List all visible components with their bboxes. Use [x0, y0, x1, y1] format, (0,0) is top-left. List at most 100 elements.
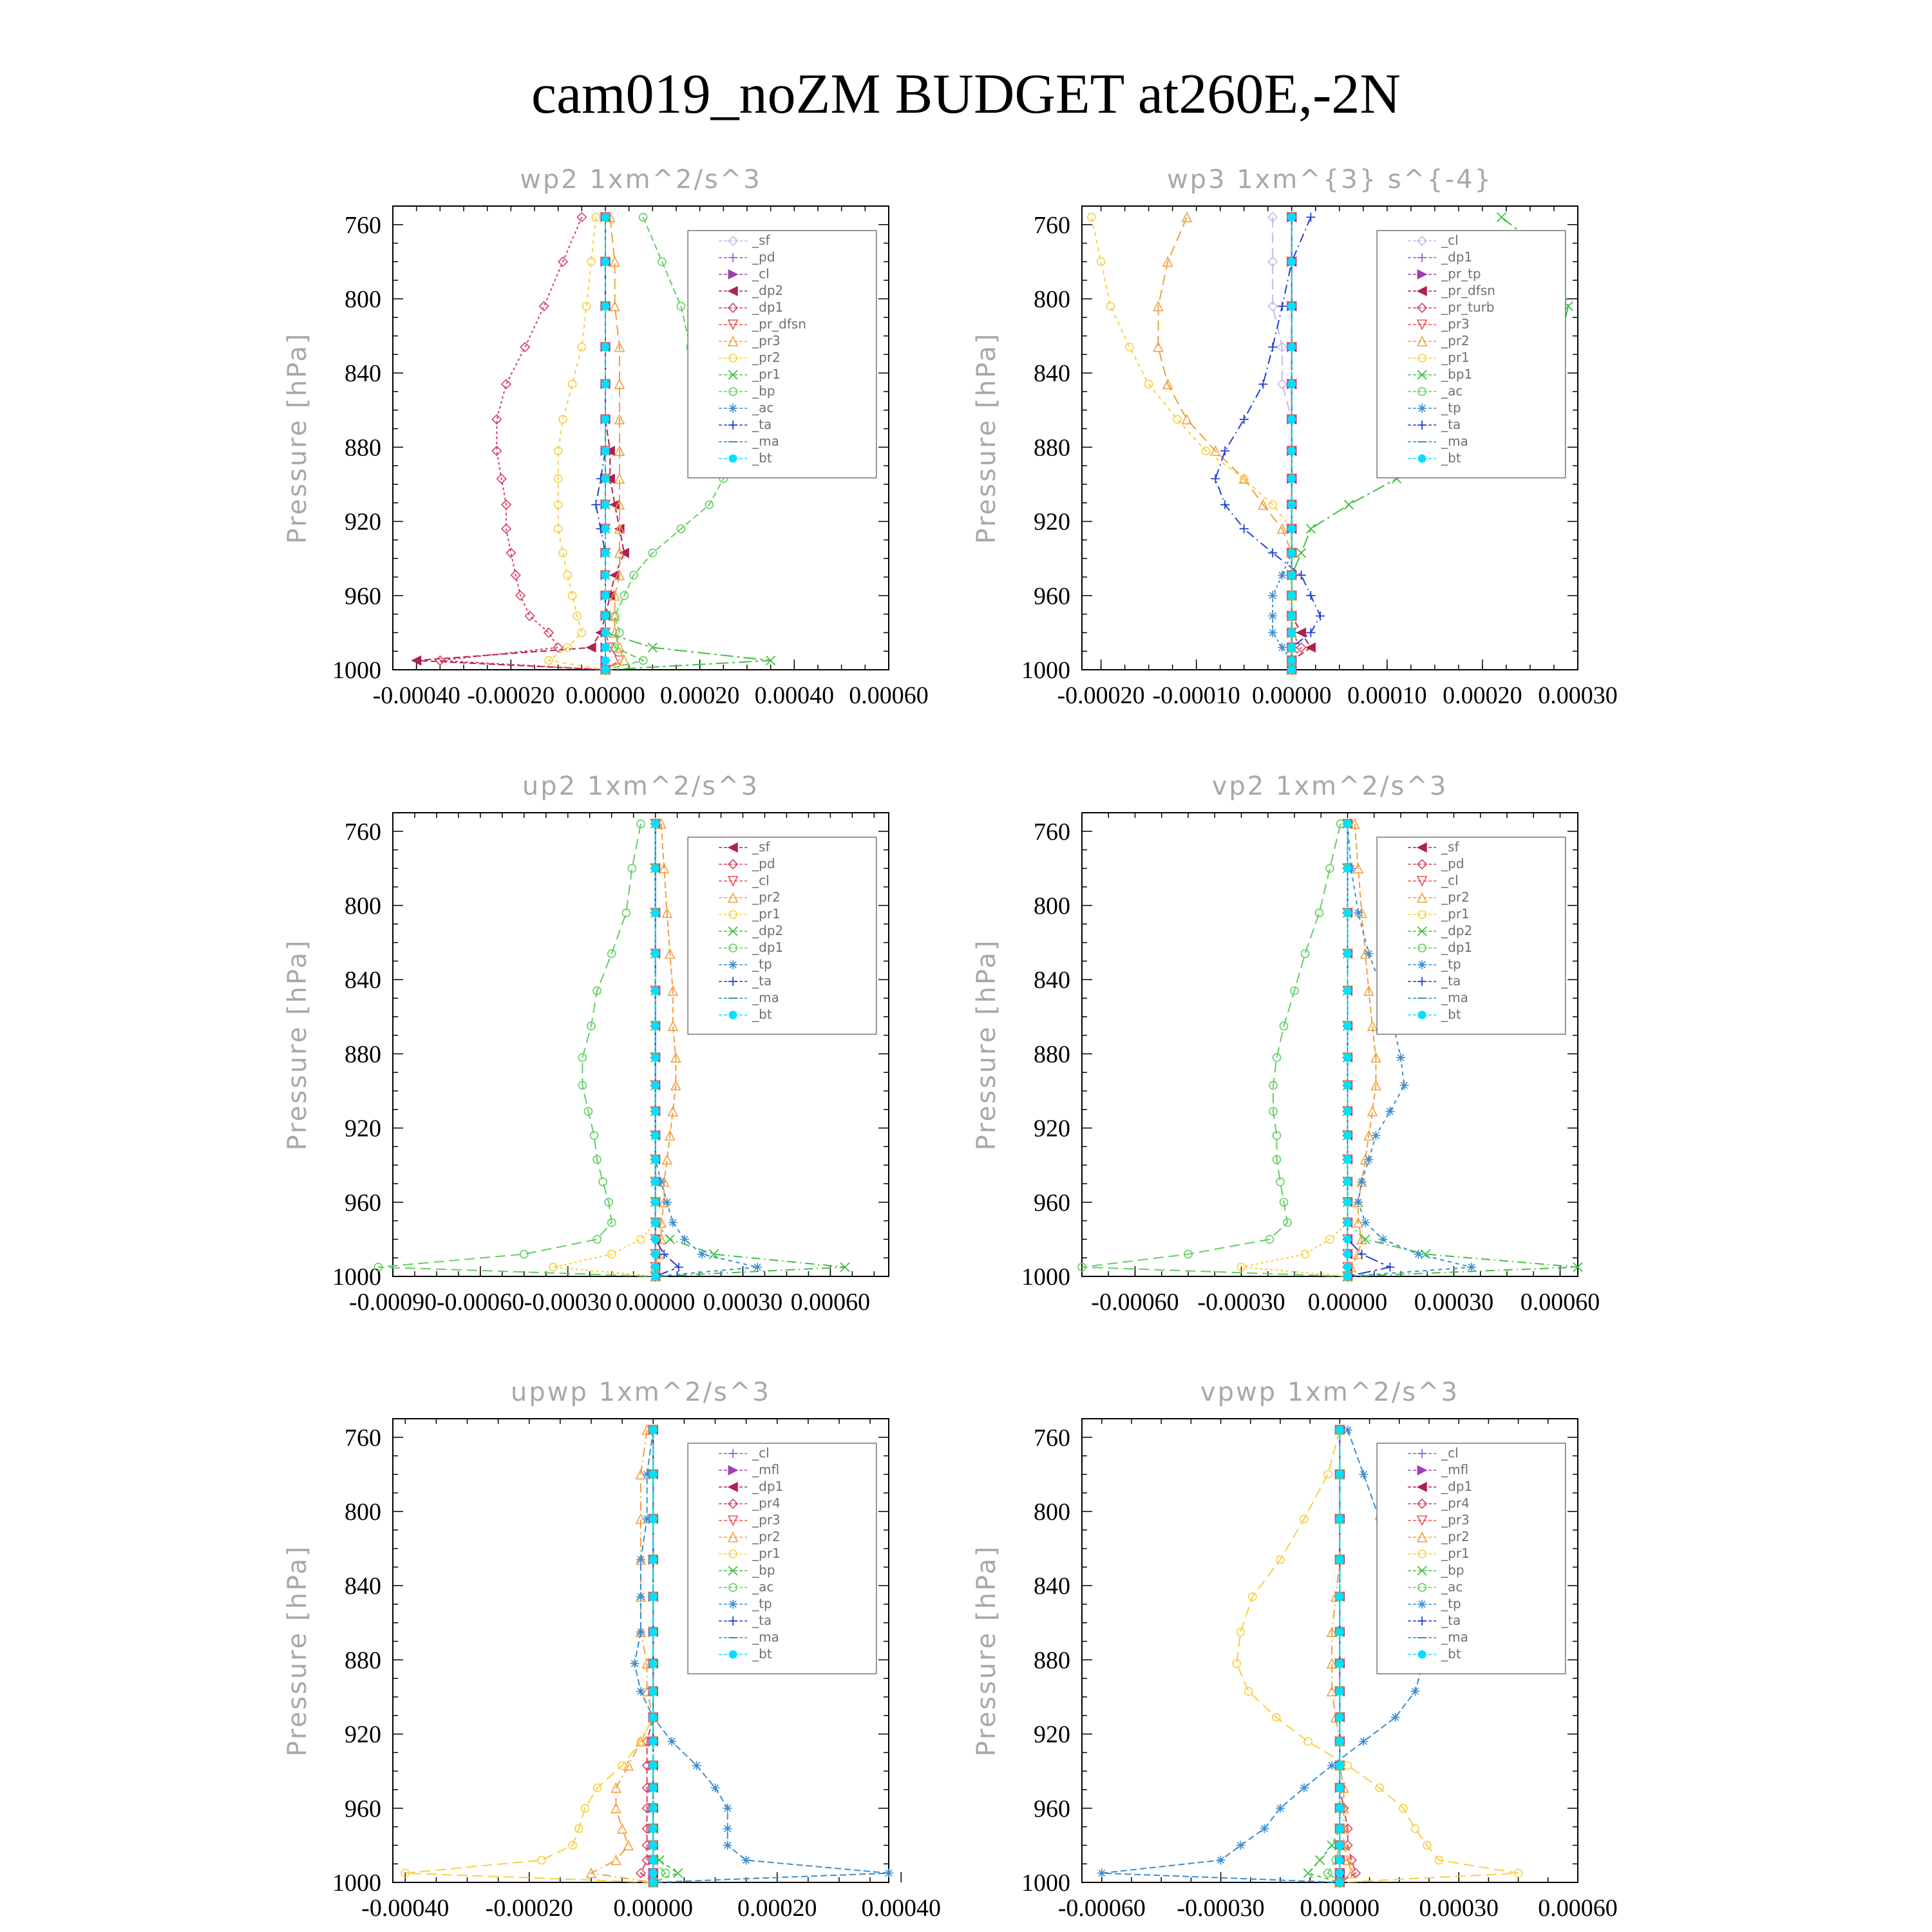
- data-point: [614, 341, 625, 352]
- data-point: [609, 256, 620, 267]
- data-point: [1385, 1106, 1395, 1116]
- data-point: [1287, 611, 1296, 620]
- legend-marker: [728, 1549, 737, 1558]
- legend-marker: [1417, 253, 1427, 262]
- series-bt: [601, 213, 610, 674]
- data-point: [601, 343, 610, 352]
- data-point: [1335, 1878, 1344, 1887]
- legend-marker: [728, 1650, 737, 1659]
- legend-marker: [1417, 960, 1427, 969]
- data-point: [577, 343, 587, 352]
- data-point: [1097, 1868, 1106, 1878]
- data-point: [651, 1021, 660, 1030]
- series-pr2: [544, 213, 610, 674]
- data-point: [500, 499, 512, 510]
- data-point: [676, 524, 686, 533]
- data-point: [649, 1869, 658, 1878]
- legend-entry: _bt: [1441, 450, 1461, 466]
- data-point: [553, 642, 564, 653]
- y-tick-label: 800: [1034, 1499, 1070, 1526]
- data-point: [524, 611, 535, 621]
- y-tick-label: 800: [345, 893, 381, 920]
- data-point: [1335, 1659, 1344, 1668]
- data-point: [1248, 1592, 1257, 1602]
- data-point: [491, 414, 502, 425]
- data-point: [635, 1736, 647, 1747]
- data-point: [1181, 211, 1193, 223]
- data-point: [1269, 1106, 1278, 1116]
- data-point: [723, 1824, 732, 1833]
- data-point: [636, 1592, 645, 1602]
- data-point: [609, 300, 620, 312]
- data-point: [1306, 628, 1316, 638]
- data-point: [578, 1081, 587, 1090]
- data-point: [651, 1081, 660, 1090]
- data-point: [1335, 1470, 1344, 1479]
- data-point: [557, 256, 569, 267]
- plot-frame: [392, 1418, 889, 1883]
- data-point: [1276, 341, 1288, 353]
- data-point: [884, 1868, 893, 1878]
- series-dp1: [435, 212, 611, 676]
- data-point: [1354, 1197, 1363, 1207]
- y-tick-label: 920: [1034, 509, 1070, 536]
- data-point: [651, 1235, 660, 1244]
- legend-marker: [728, 1010, 737, 1019]
- series-line: [416, 217, 625, 670]
- plot-frame: [1081, 205, 1578, 670]
- y-axis-label: Pressure [hPa]: [283, 1545, 312, 1757]
- data-point: [520, 341, 531, 353]
- data-point: [1326, 1658, 1338, 1669]
- x-tick-label: 0.00000: [1308, 1289, 1388, 1316]
- x-tick-label: 0.00040: [755, 682, 835, 709]
- legend-marker: [1416, 892, 1428, 903]
- data-point: [1513, 1868, 1523, 1878]
- legend-marker: [727, 336, 739, 346]
- data-point: [642, 1514, 652, 1524]
- legend-marker: [728, 1465, 739, 1475]
- data-point: [1360, 1234, 1370, 1245]
- data-point: [549, 1262, 558, 1272]
- legend-entry: _pd: [752, 249, 775, 265]
- legend-box: [687, 1443, 877, 1674]
- data-point: [1363, 1130, 1374, 1141]
- data-point: [553, 474, 563, 484]
- data-point: [1287, 571, 1296, 580]
- legend-marker: [1417, 1498, 1428, 1510]
- y-tick-label: 1000: [332, 1264, 381, 1291]
- y-tick-label: 760: [345, 819, 381, 846]
- data-point: [667, 1737, 677, 1747]
- data-point: [1343, 1235, 1352, 1244]
- data-point: [1354, 908, 1363, 918]
- legend-marker: [728, 354, 737, 363]
- data-point: [601, 571, 610, 580]
- data-point: [1258, 379, 1268, 389]
- legend-entry: _bt: [752, 450, 772, 466]
- data-point: [1314, 1855, 1325, 1866]
- legend-marker: [728, 910, 737, 919]
- legend-entry: _ta: [752, 1613, 772, 1628]
- data-point: [601, 628, 610, 637]
- data-point: [601, 611, 610, 620]
- data-point: [578, 1053, 587, 1062]
- x-tick-label: -0.00030: [1177, 1895, 1265, 1922]
- legend-entry: _pr3: [1441, 1512, 1470, 1528]
- data-point: [614, 445, 625, 456]
- data-point: [563, 643, 573, 652]
- data-point: [651, 1272, 660, 1281]
- data-point: [1335, 1592, 1344, 1601]
- data-point: [1357, 1249, 1367, 1259]
- y-tick-label: 1000: [1021, 1264, 1070, 1291]
- data-point: [558, 415, 567, 424]
- data-point: [1323, 1868, 1332, 1878]
- data-point: [1268, 611, 1278, 621]
- data-point: [537, 1855, 546, 1865]
- data-point: [1323, 1470, 1332, 1479]
- y-tick-label: 800: [345, 1499, 381, 1526]
- legend-box: [1376, 230, 1566, 478]
- data-point: [1236, 1627, 1245, 1636]
- data-point: [651, 1249, 660, 1258]
- legend-box: [1376, 1443, 1566, 1674]
- legend-entry: _bp: [752, 1562, 775, 1578]
- legend-marker: [1416, 336, 1428, 346]
